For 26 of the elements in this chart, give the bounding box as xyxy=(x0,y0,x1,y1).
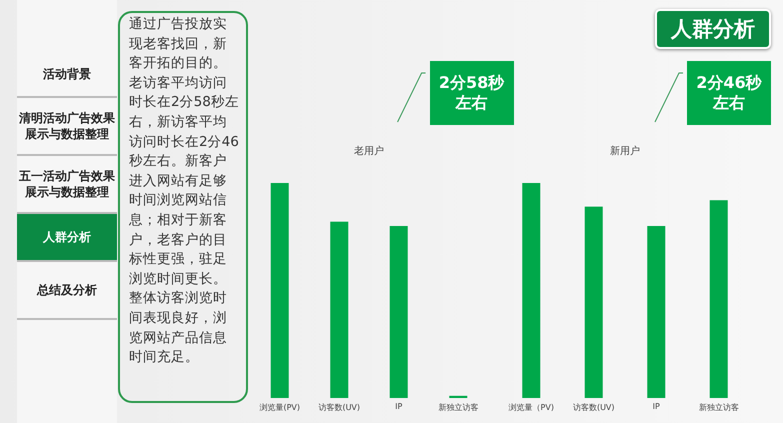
x-tick-label: 访客数(UV) xyxy=(572,402,616,413)
text: 清明活动广告效果展示与数据整理 xyxy=(19,110,115,142)
x-tick-label: IP xyxy=(394,402,404,411)
text: 五一活动广告效果展示与数据整理 xyxy=(19,168,115,200)
bar xyxy=(390,226,408,398)
text: 2分46秒左右 xyxy=(687,61,771,125)
chart-title: 老用户 xyxy=(353,144,385,158)
bar xyxy=(330,222,348,398)
bar xyxy=(710,200,728,398)
x-tick-label: 新独立访客 xyxy=(437,402,480,413)
text: 通过广告投放实现老客找回，新客开拓的目的。老访客平均访问时长在2分58秒左右，新访客平均访问时长在2分46秒左右。新客户进入网站有足够时间浏览网站信息；相对于新客户，老客户的目标性更强，驻足浏览时间更长。整体访客浏览时间表现良好，浏览网站产品信息时间充足。 xyxy=(129,16,239,366)
text: 人群分析 xyxy=(42,229,92,245)
x-tick-label: 访客数(UV) xyxy=(317,402,362,413)
text: 总结及分析 xyxy=(36,282,98,298)
x-tick-label: 浏览量(PV) xyxy=(258,402,302,413)
bar xyxy=(522,183,540,398)
bar xyxy=(584,206,603,398)
x-tick-label: 浏览量（PV) xyxy=(508,402,555,413)
bar xyxy=(270,183,289,398)
chart-title: 新用户 xyxy=(609,144,641,158)
text: 2分58秒左右 xyxy=(430,61,514,125)
x-tick-label: IP xyxy=(652,402,661,411)
bar xyxy=(647,226,666,398)
x-tick-label: 新独立访客 xyxy=(698,402,740,413)
text: 活动背景 xyxy=(42,66,92,83)
text: 人群分析 xyxy=(655,9,771,49)
